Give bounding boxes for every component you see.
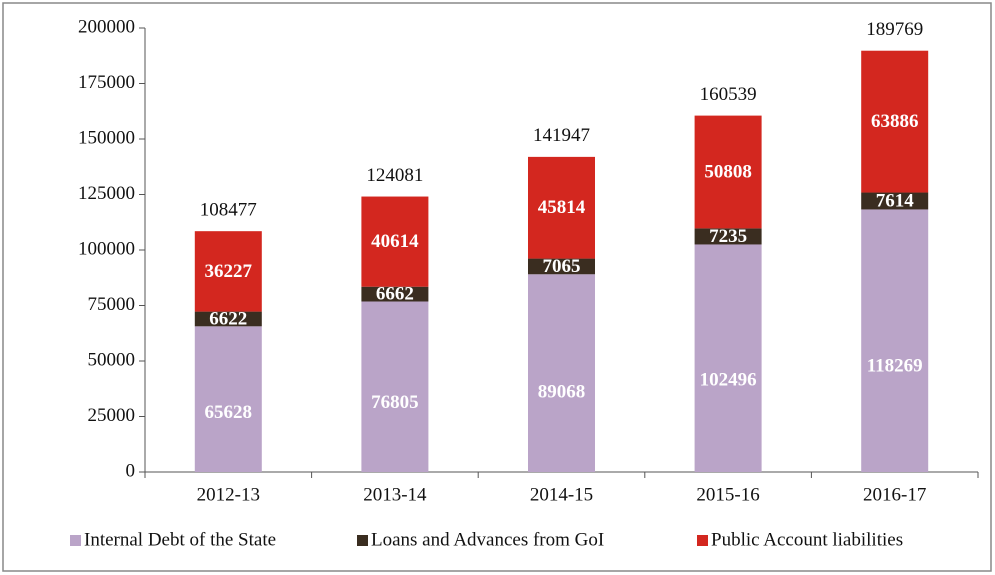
- segment-label: 102496: [700, 369, 757, 390]
- segment-label: 7065: [543, 256, 581, 277]
- x-tick-label: 2012-13: [197, 484, 260, 505]
- bar-segment: [361, 196, 429, 287]
- y-tick-label: 150000: [78, 127, 135, 148]
- total-label: 189769: [866, 19, 923, 40]
- legend-label: Public Account liabilities: [711, 529, 903, 550]
- y-tick-label: 75000: [88, 294, 136, 315]
- bar-segment: [861, 50, 929, 193]
- segment-label: 76805: [371, 392, 419, 413]
- segment-label: 50808: [704, 161, 752, 182]
- legend-label: Loans and Advances from GoI: [371, 529, 604, 550]
- y-tick-label: 25000: [88, 405, 136, 426]
- total-label: 124081: [366, 165, 423, 186]
- legend-swatch: [697, 535, 708, 546]
- segment-label: 7614: [876, 190, 915, 211]
- x-tick-label: 2015-16: [696, 484, 759, 505]
- bar-segment: [194, 311, 262, 327]
- y-tick-label: 200000: [78, 16, 135, 37]
- bar-segment: [194, 231, 262, 312]
- total-label: 141947: [533, 125, 590, 146]
- segment-label: 63886: [871, 111, 919, 132]
- total-label: 108477: [200, 200, 257, 221]
- y-tick-label: 100000: [78, 238, 135, 259]
- bar-segment: [694, 228, 762, 245]
- bar-segment: [861, 209, 929, 473]
- segment-label: 65628: [205, 402, 253, 423]
- total-label: 160539: [700, 84, 757, 105]
- bar-segment: [361, 301, 429, 472]
- segment-label: 7235: [709, 226, 747, 247]
- bar-segment: [194, 326, 262, 472]
- segment-label: 45814: [538, 197, 586, 218]
- segment-label: 89068: [538, 381, 586, 402]
- y-tick-label: 0: [126, 460, 136, 481]
- segment-label: 6622: [209, 308, 247, 329]
- segment-label: 40614: [371, 231, 419, 252]
- legend-label: Internal Debt of the State: [84, 529, 276, 550]
- x-tick-label: 2016-17: [863, 484, 926, 505]
- bar-segment: [528, 274, 595, 472]
- bar-segment: [528, 156, 595, 259]
- segment-label: 36227: [205, 261, 253, 282]
- x-tick-label: 2014-15: [530, 484, 593, 505]
- y-tick-label: 50000: [88, 349, 136, 370]
- bar-segment: [694, 244, 762, 472]
- legend-swatch: [357, 535, 368, 546]
- bar-segment: [861, 192, 929, 210]
- segment-label: 118269: [867, 355, 923, 376]
- bar-segment: [528, 258, 595, 275]
- y-tick-label: 125000: [78, 183, 135, 204]
- bar-segment: [694, 115, 762, 229]
- bar-segment: [361, 286, 429, 302]
- legend-swatch: [70, 535, 81, 546]
- x-tick-label: 2013-14: [363, 484, 427, 505]
- segment-label: 6662: [376, 283, 414, 304]
- y-tick-label: 175000: [78, 72, 135, 93]
